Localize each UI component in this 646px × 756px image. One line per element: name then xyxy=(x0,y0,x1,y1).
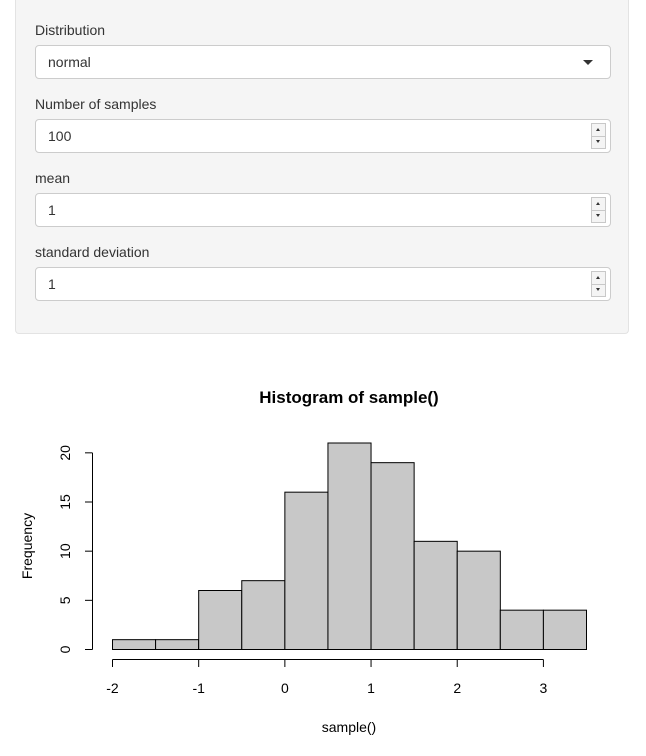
chevron-down-icon[interactable] xyxy=(583,60,593,65)
histogram-bar xyxy=(327,442,372,650)
num-samples-label: Number of samples xyxy=(35,96,157,112)
y-tick-label: 20 xyxy=(57,445,73,461)
y-tick-label: 15 xyxy=(57,494,73,510)
histogram-bar xyxy=(456,550,501,651)
sidebar-panel: Distribution normal Number of samples 10… xyxy=(15,0,629,334)
histogram-bar xyxy=(413,540,458,650)
histogram-bar xyxy=(112,639,157,650)
y-tick-label: 10 xyxy=(57,543,73,559)
histogram-bar xyxy=(198,590,243,650)
y-axis-label: Frequency xyxy=(19,513,35,579)
histogram-bar xyxy=(499,609,544,651)
num-samples-value: 100 xyxy=(48,128,72,144)
mean-label: mean xyxy=(35,170,71,186)
decrement-icon[interactable] xyxy=(592,136,605,148)
x-tick-label: 0 xyxy=(281,680,289,696)
distribution-select[interactable]: normal xyxy=(35,45,611,79)
mean-value: 1 xyxy=(48,202,56,218)
chart-title: Histogram of sample() xyxy=(259,388,438,407)
y-tick-label: 5 xyxy=(57,596,73,604)
num-samples-stepper[interactable] xyxy=(591,123,606,149)
x-tick-label: -1 xyxy=(192,680,205,696)
decrement-icon[interactable] xyxy=(592,284,605,296)
histogram-bar xyxy=(155,639,200,650)
mean-input[interactable]: 1 xyxy=(35,193,611,227)
histogram-bar xyxy=(370,462,415,650)
num-samples-input[interactable]: 100 xyxy=(35,119,611,153)
decrement-icon[interactable] xyxy=(592,210,605,222)
x-tick-label: 3 xyxy=(540,680,548,696)
histogram-bar xyxy=(284,491,329,650)
sd-value: 1 xyxy=(48,276,56,292)
sd-stepper[interactable] xyxy=(591,271,606,297)
sd-label: standard deviation xyxy=(35,244,150,260)
x-axis-label: sample() xyxy=(322,719,376,735)
histogram-plot: Histogram of sample() sample() Frequency… xyxy=(19,388,588,735)
x-tick-label: -2 xyxy=(106,680,119,696)
increment-icon[interactable] xyxy=(592,272,605,285)
x-tick-label: 2 xyxy=(453,680,461,696)
histogram-bar xyxy=(542,609,588,651)
histogram-bar xyxy=(241,580,286,651)
increment-icon[interactable] xyxy=(592,198,605,211)
increment-icon[interactable] xyxy=(592,124,605,137)
sd-input[interactable]: 1 xyxy=(35,267,611,301)
mean-stepper[interactable] xyxy=(591,197,606,223)
distribution-label: Distribution xyxy=(35,22,106,38)
y-tick-label: 0 xyxy=(57,645,73,653)
distribution-value: normal xyxy=(48,54,91,70)
x-tick-label: 1 xyxy=(367,680,375,696)
